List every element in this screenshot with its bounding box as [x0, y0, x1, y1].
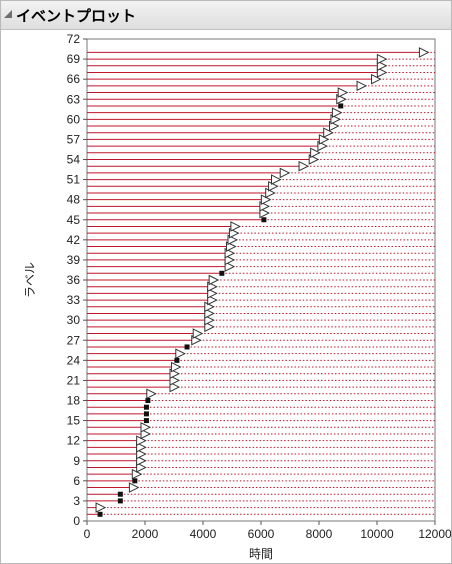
- censored-marker: [356, 80, 368, 92]
- x-tick-label: 12000: [418, 527, 451, 541]
- censored-marker: [169, 375, 181, 386]
- censored-marker: [204, 301, 215, 313]
- y-tick-label: 60: [67, 112, 81, 126]
- x-tick-label: 2000: [132, 527, 159, 541]
- censored-marker: [175, 348, 186, 359]
- x-tick-label: 8000: [306, 527, 333, 541]
- x-axis-title: 時間: [249, 547, 273, 561]
- report-title-bar: イベントプロット: [1, 1, 451, 30]
- y-tick-label: 36: [67, 273, 81, 287]
- y-tick-label: 33: [67, 293, 81, 307]
- censored-marker: [271, 174, 282, 185]
- censored-marker: [279, 167, 291, 179]
- failure-marker: [97, 511, 103, 517]
- censored-marker: [204, 314, 215, 326]
- disclosure-triangle-icon[interactable]: [4, 10, 12, 18]
- censored-marker: [140, 428, 152, 440]
- y-tick-label: 51: [67, 173, 81, 187]
- y-tick-label: 63: [67, 92, 81, 106]
- censored-marker: [224, 261, 236, 272]
- y-tick-label: 18: [67, 394, 81, 408]
- censored-marker: [376, 60, 388, 72]
- y-tick-label: 66: [67, 72, 81, 86]
- censored-marker: [418, 47, 430, 58]
- y-axis-title: ラベル: [23, 262, 37, 298]
- censored-marker: [128, 482, 140, 493]
- censored-marker: [310, 147, 321, 159]
- censored-marker: [337, 87, 349, 98]
- y-tick-label: 0: [73, 514, 80, 528]
- failure-marker: [145, 398, 151, 403]
- y-tick-label: 57: [67, 132, 81, 146]
- censored-marker: [323, 127, 334, 139]
- censored-marker: [140, 421, 152, 433]
- y-tick-label: 24: [67, 353, 81, 367]
- censored-marker: [208, 274, 220, 286]
- failure-marker: [132, 478, 138, 484]
- y-tick-label: 3: [73, 494, 80, 508]
- failure-marker: [174, 357, 180, 363]
- censored-marker: [204, 308, 215, 319]
- y-tick-label: 39: [67, 253, 81, 267]
- y-tick-label: 54: [67, 153, 81, 167]
- y-tick-label: 42: [67, 233, 81, 247]
- censored-marker: [192, 328, 204, 339]
- y-tick-label: 45: [67, 213, 81, 227]
- y-tick-label: 15: [67, 414, 81, 428]
- censored-marker: [146, 388, 157, 400]
- y-tick-label: 21: [67, 373, 81, 387]
- censored-marker: [298, 160, 310, 172]
- report-title: イベントプロット: [16, 8, 137, 25]
- x-tick-label: 10000: [360, 527, 394, 541]
- censored-marker: [376, 67, 388, 78]
- censored-marker: [169, 381, 181, 393]
- y-tick-label: 6: [73, 474, 80, 488]
- censored-marker: [265, 187, 276, 199]
- failure-marker: [184, 344, 190, 350]
- censored-marker: [170, 361, 182, 373]
- censored-marker: [268, 180, 279, 192]
- y-tick-label: 30: [67, 313, 81, 327]
- censored-marker: [230, 221, 242, 232]
- y-tick-label: 69: [67, 52, 81, 66]
- y-tick-label: 12: [67, 434, 81, 448]
- failure-marker: [261, 217, 267, 223]
- censored-marker: [207, 288, 218, 299]
- failure-marker: [338, 103, 344, 109]
- x-tick-label: 0: [84, 527, 91, 541]
- censored-marker: [259, 207, 271, 219]
- failure-marker: [143, 411, 149, 417]
- failure-marker: [219, 270, 225, 276]
- censored-marker: [371, 73, 382, 85]
- failure-marker: [143, 404, 149, 410]
- censored-marker: [224, 254, 236, 266]
- censored-marker: [95, 502, 107, 513]
- failure-marker: [143, 418, 149, 424]
- censored-marker: [136, 462, 147, 473]
- censored-marker: [331, 107, 343, 118]
- failure-marker: [117, 491, 123, 497]
- x-tick-label: 4000: [190, 527, 217, 541]
- y-tick-label: 9: [73, 454, 80, 468]
- y-tick-label: 48: [67, 193, 81, 207]
- censored-marker: [136, 455, 147, 467]
- censored-marker: [376, 53, 388, 65]
- censored-marker: [136, 442, 147, 453]
- censored-marker: [136, 448, 147, 460]
- y-tick-label: 27: [67, 333, 81, 347]
- censored-marker: [207, 294, 218, 306]
- censored-marker: [204, 321, 215, 333]
- y-tick-label: 72: [67, 32, 81, 46]
- failure-marker: [117, 498, 123, 504]
- x-tick-label: 6000: [248, 527, 275, 541]
